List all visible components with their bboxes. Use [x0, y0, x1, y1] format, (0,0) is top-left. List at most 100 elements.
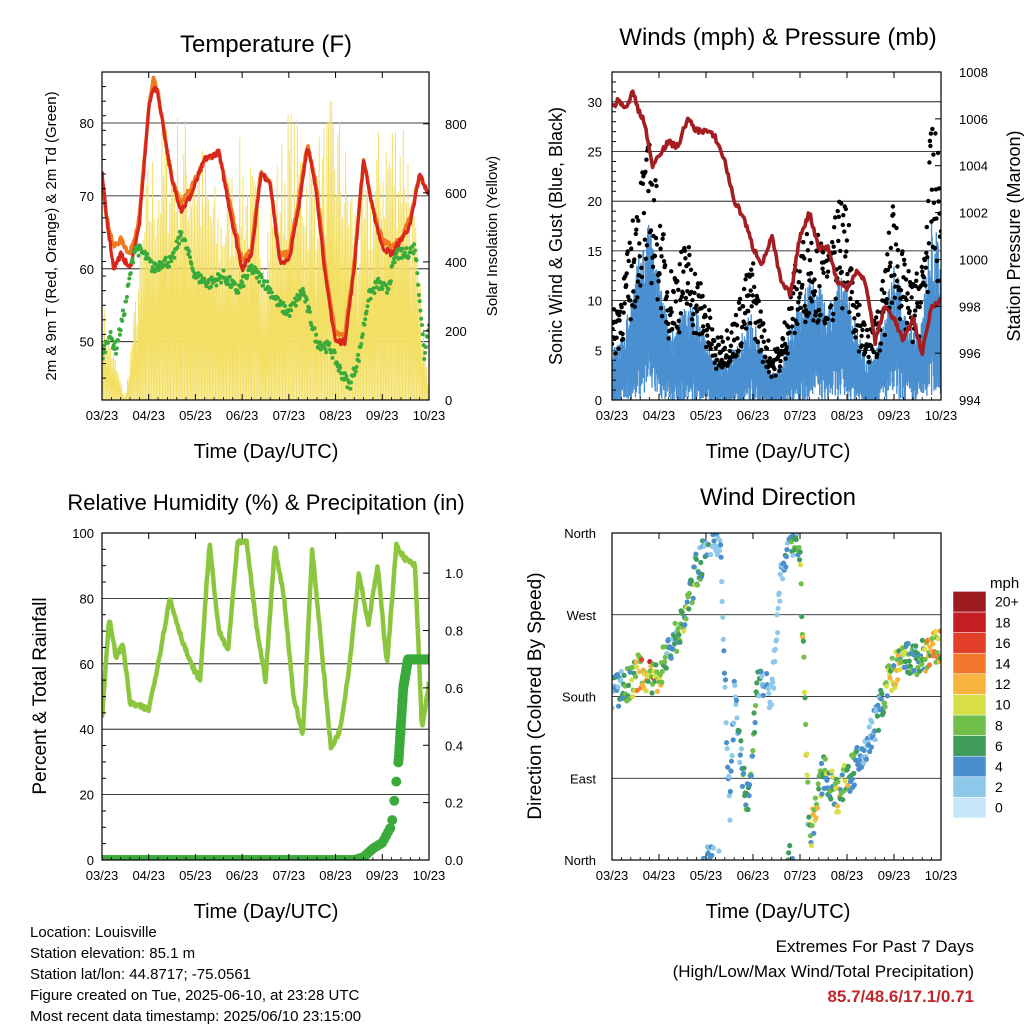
dewpoint-point	[300, 286, 305, 291]
dewpoint-point	[283, 304, 287, 308]
dewpoint-point	[241, 284, 246, 288]
gust-point	[846, 222, 852, 228]
y2-tick-label: 0.0	[445, 853, 463, 868]
gust-point	[931, 200, 937, 205]
y-tick-label: 25	[588, 145, 602, 160]
gust-point	[796, 300, 801, 305]
direction-point	[851, 782, 858, 788]
direction-point	[815, 805, 821, 811]
gust-point	[885, 252, 890, 257]
direction-point	[800, 638, 807, 644]
x-tick-label: 06/23	[226, 408, 259, 423]
direction-point	[804, 751, 810, 757]
direction-point	[835, 809, 842, 815]
gust-point	[734, 323, 740, 328]
gust-point	[794, 287, 799, 292]
gust-point	[778, 358, 783, 364]
direction-point	[797, 549, 803, 555]
dewpoint-point	[312, 326, 317, 331]
dewpoint-point	[404, 246, 409, 251]
gust-point	[649, 182, 655, 187]
gust-point	[703, 314, 708, 319]
direction-point	[653, 662, 659, 668]
gust-point	[733, 312, 739, 318]
dewpoint-point	[400, 246, 405, 251]
dewpoint-point	[108, 330, 113, 334]
direction-point	[699, 571, 705, 577]
dewpoint-point	[124, 299, 129, 304]
direction-point	[809, 843, 815, 849]
dewpoint-point	[330, 355, 335, 360]
gust-point	[654, 242, 660, 247]
dewpoint-point	[240, 280, 245, 285]
temperature-ylabel-right: Solar Insolation (Yellow)	[484, 156, 501, 316]
gust-point	[762, 328, 767, 333]
gust-point	[722, 345, 728, 351]
gust-point	[836, 214, 841, 219]
direction-point	[774, 612, 780, 618]
series-relative-humidity	[102, 538, 429, 751]
y2-tick-label: 994	[959, 393, 981, 408]
x-tick-label: 04/23	[132, 868, 165, 883]
direction-point	[731, 720, 737, 726]
dewpoint-point	[345, 385, 350, 390]
direction-point	[625, 682, 632, 689]
gust-point	[766, 338, 771, 343]
gust-point	[681, 269, 686, 274]
gust-point	[840, 306, 845, 311]
direction-point	[686, 606, 692, 612]
y-tick-label: 70	[80, 189, 94, 204]
dewpoint-point	[131, 260, 136, 265]
direction-point	[716, 848, 722, 854]
dewpoint-point	[266, 290, 271, 295]
direction-point	[886, 663, 892, 669]
gust-point	[737, 296, 743, 302]
station-latlon: Station lat/lon: 44.8717; -75.0561	[30, 966, 252, 983]
gust-point	[709, 342, 714, 347]
direction-point	[738, 746, 745, 752]
dewpoint-point	[396, 256, 401, 261]
direction-point	[842, 778, 848, 784]
gust-point	[766, 369, 772, 375]
direction-point	[790, 552, 796, 558]
direction-point	[849, 776, 855, 782]
gust-point	[811, 292, 817, 298]
direction-point	[751, 710, 757, 716]
direction-point	[723, 720, 729, 726]
dewpoint-point	[390, 263, 395, 268]
dewpoint-point	[114, 346, 119, 351]
dewpoint-point	[307, 306, 312, 311]
gust-point	[666, 336, 671, 341]
direction-point	[759, 673, 765, 680]
direction-point	[772, 658, 778, 665]
gust-point	[657, 223, 663, 229]
x-tick-label: 05/23	[179, 868, 212, 883]
gust-point	[728, 343, 734, 348]
dewpoint-point	[136, 253, 141, 258]
gust-point	[639, 274, 645, 280]
gust-point	[859, 333, 864, 339]
gust-point	[816, 318, 821, 323]
dewpoint-point	[219, 280, 224, 285]
y2-tick-label: 600	[445, 186, 467, 201]
gust-point	[842, 229, 847, 234]
direction-point	[682, 622, 688, 628]
dewpoint-point	[261, 283, 266, 288]
dewpoint-point	[349, 380, 354, 385]
gust-point	[795, 321, 800, 327]
direction-point	[689, 600, 695, 606]
gust-point	[682, 248, 688, 253]
direction-point	[679, 609, 685, 615]
winds-ylabel-right: Station Pressure (Maroon)	[1004, 130, 1024, 341]
gust-point	[654, 183, 659, 189]
gust-point	[803, 308, 809, 313]
gust-point	[840, 222, 845, 228]
dewpoint-point	[268, 287, 273, 292]
gust-point	[617, 318, 622, 323]
dewpoint-point	[392, 260, 397, 265]
x-tick-label: 03/23	[86, 408, 119, 423]
gust-point	[739, 325, 745, 330]
gust-point	[680, 291, 686, 296]
dewpoint-point	[138, 246, 143, 251]
gust-point	[786, 325, 791, 330]
